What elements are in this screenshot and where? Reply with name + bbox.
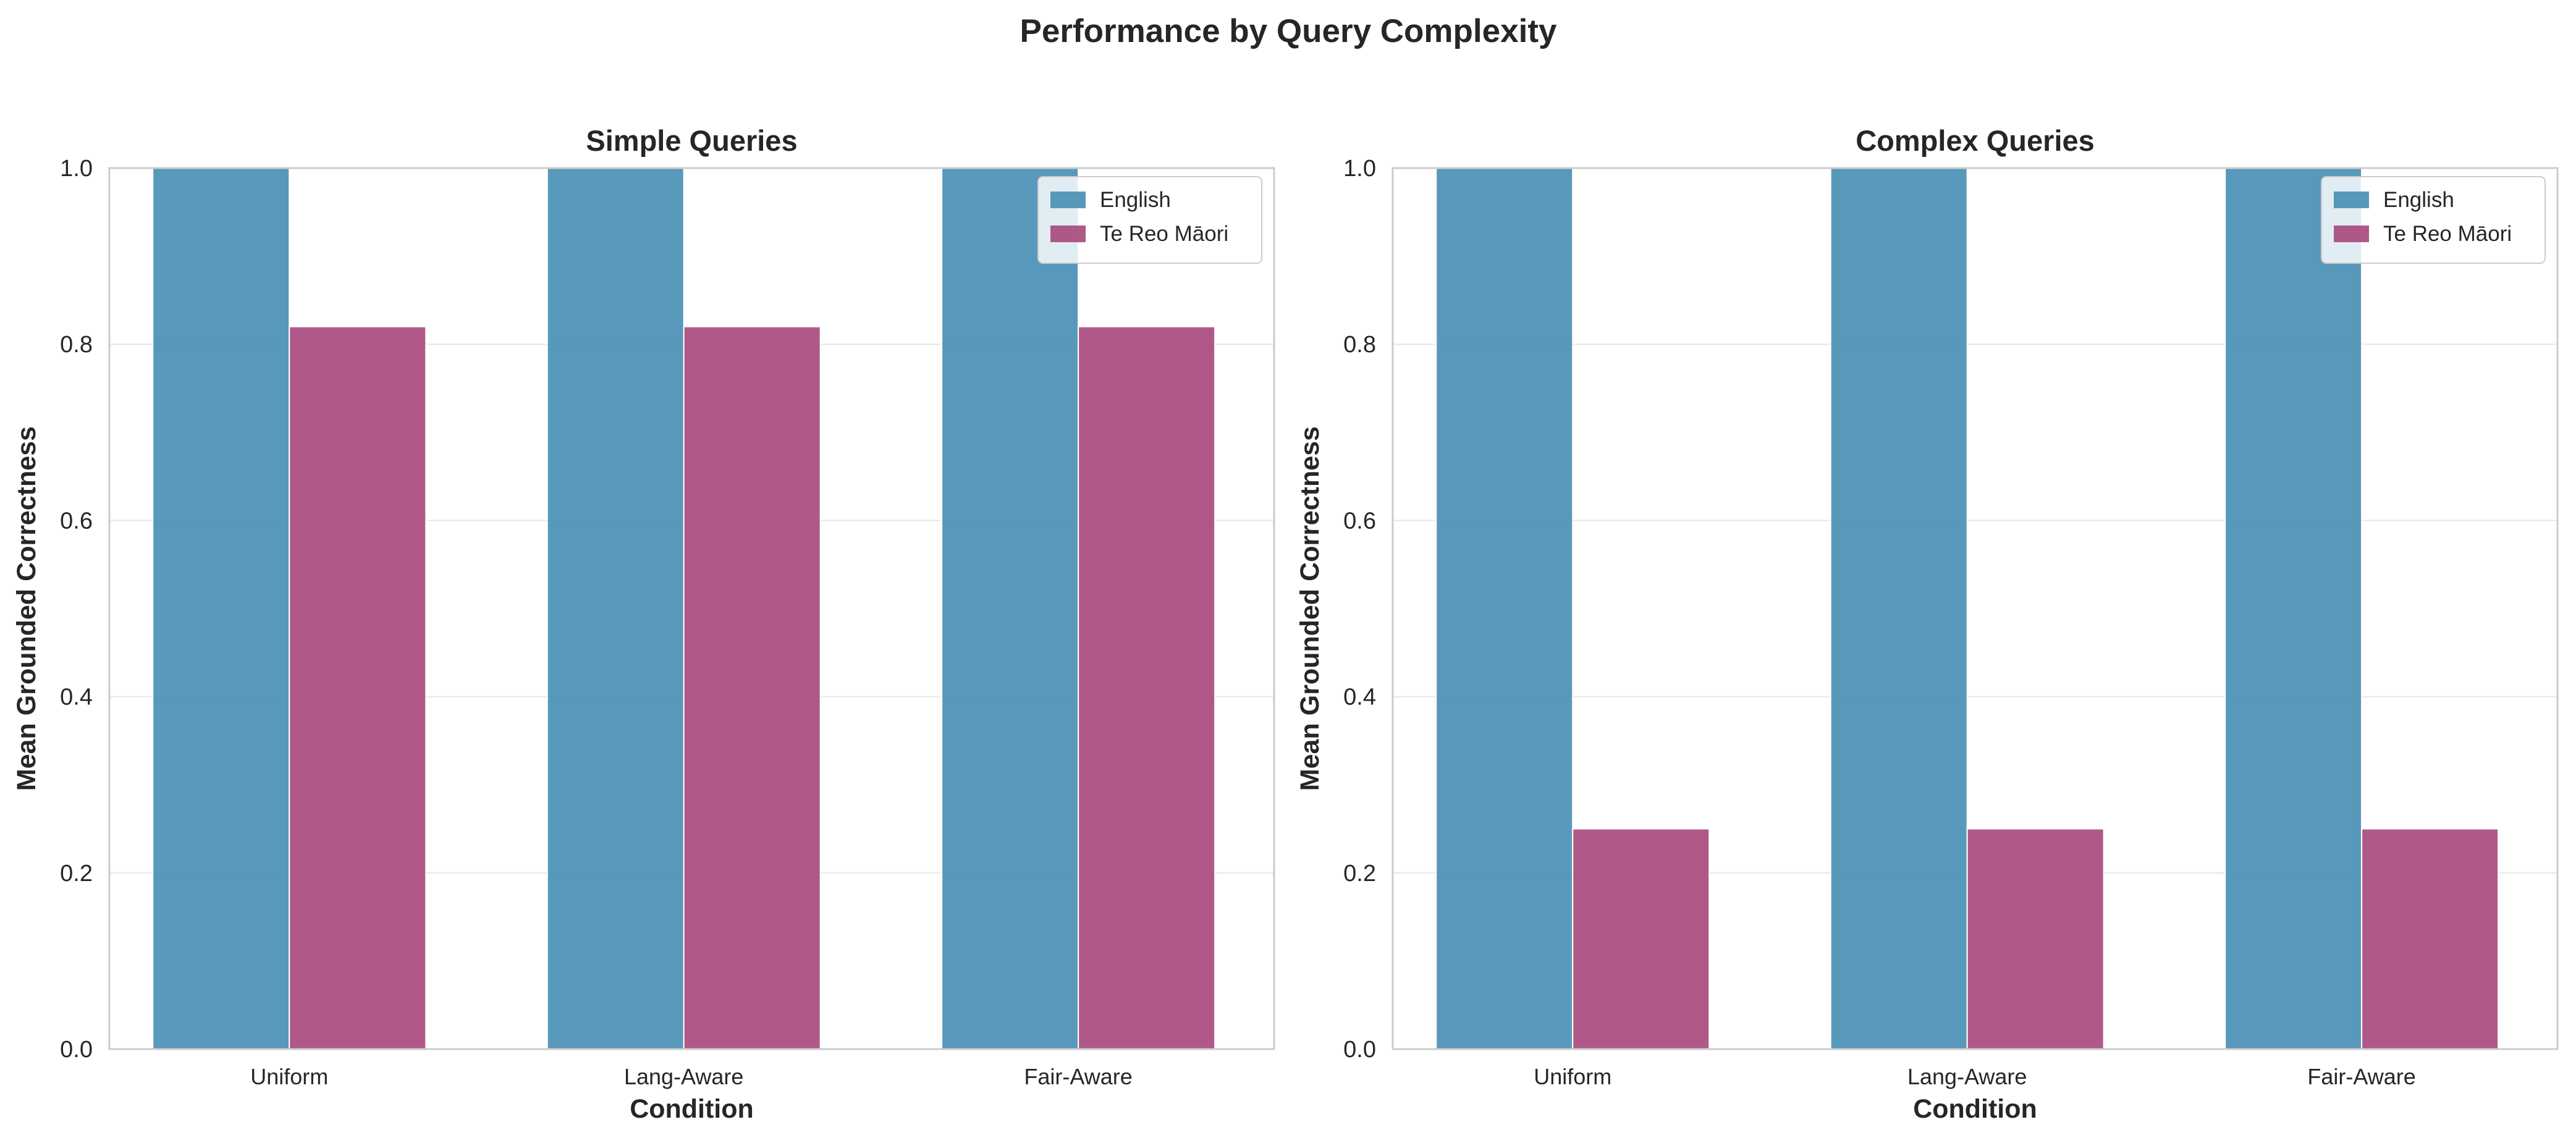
panel-title: Simple Queries bbox=[586, 124, 797, 157]
y-tick-label: 0.4 bbox=[60, 685, 93, 711]
bar-te-reo-m-ori-lang-aware bbox=[1966, 828, 2105, 1050]
y-tick-label: 0.0 bbox=[1343, 1037, 1376, 1063]
plot-frame bbox=[108, 167, 1275, 1050]
y-tick-label: 0.0 bbox=[60, 1037, 93, 1063]
bar-te-reo-m-ori-uniform bbox=[1572, 828, 1710, 1050]
panel-simple-queries: 0.0 0.2 0.4 0.6 0.8 1.0 Uniform Lang-Aware Fair-… bbox=[12, 124, 1275, 1124]
y-tick-label: 0.6 bbox=[1343, 508, 1376, 534]
x-tick-label: Lang-Aware bbox=[624, 1064, 743, 1089]
bar-english-uniform bbox=[1435, 167, 1574, 1050]
legend-box bbox=[1037, 176, 1262, 264]
legend-label-english: English bbox=[1100, 188, 1171, 212]
legend-label-english: English bbox=[2383, 188, 2454, 212]
bar-english-lang-aware bbox=[1830, 167, 1968, 1050]
legend-label-te-reo-m-ori: Te Reo Māori bbox=[1100, 222, 1228, 246]
bar-te-reo-m-ori-uniform bbox=[289, 326, 427, 1050]
y-tick-label: 0.2 bbox=[1343, 861, 1376, 887]
y-axis-label: Mean Grounded Correctness bbox=[12, 426, 41, 791]
plot-frame bbox=[1391, 167, 2559, 1050]
x-tick-label: Uniform bbox=[250, 1064, 328, 1089]
legend: English Te Reo Māori bbox=[1037, 176, 1262, 264]
legend-swatch-te-reo-m-ori bbox=[2334, 226, 2369, 242]
bar-english-fair-aware bbox=[2224, 167, 2363, 1050]
y-axis-label: Mean Grounded Correctness bbox=[1295, 426, 1325, 791]
y-tick-label: 0.4 bbox=[1343, 685, 1376, 711]
bar-english-fair-aware bbox=[941, 167, 1079, 1050]
legend-swatch-english bbox=[2334, 192, 2369, 208]
bar-te-reo-m-ori-fair-aware bbox=[2361, 828, 2499, 1050]
legend: English Te Reo Māori bbox=[2321, 176, 2546, 264]
legend-label-te-reo-m-ori: Te Reo Māori bbox=[2383, 222, 2512, 246]
y-tick-label: 1.0 bbox=[60, 156, 93, 182]
y-tick-label: 0.8 bbox=[60, 332, 93, 358]
x-axis-label: Condition bbox=[1913, 1094, 2037, 1124]
bar-te-reo-m-ori-fair-aware bbox=[1078, 326, 1216, 1050]
figure-title: Performance by Query Complexity bbox=[1020, 13, 1557, 49]
legend-swatch-te-reo-m-ori bbox=[1050, 226, 1086, 242]
legend-swatch-english bbox=[1050, 192, 1086, 208]
x-tick-label: Fair-Aware bbox=[1024, 1064, 1132, 1089]
legend-box bbox=[2321, 176, 2546, 264]
x-axis-label: Condition bbox=[630, 1094, 754, 1124]
y-tick-label: 0.8 bbox=[1343, 332, 1376, 358]
x-tick-label: Uniform bbox=[1534, 1064, 1611, 1089]
y-tick-label: 1.0 bbox=[1343, 156, 1376, 182]
bar-te-reo-m-ori-lang-aware bbox=[683, 326, 821, 1050]
x-tick-label: Lang-Aware bbox=[1907, 1064, 2027, 1089]
y-tick-label: 0.6 bbox=[60, 508, 93, 534]
bar-english-uniform bbox=[152, 167, 290, 1050]
panel-complex-queries: 0.0 0.2 0.4 0.6 0.8 1.0 Uniform Lang-Aware Fair-… bbox=[1295, 124, 2559, 1124]
panel-title: Complex Queries bbox=[1856, 124, 2095, 157]
bar-english-lang-aware bbox=[546, 167, 685, 1050]
y-tick-label: 0.2 bbox=[60, 861, 93, 887]
x-tick-label: Fair-Aware bbox=[2307, 1064, 2415, 1089]
